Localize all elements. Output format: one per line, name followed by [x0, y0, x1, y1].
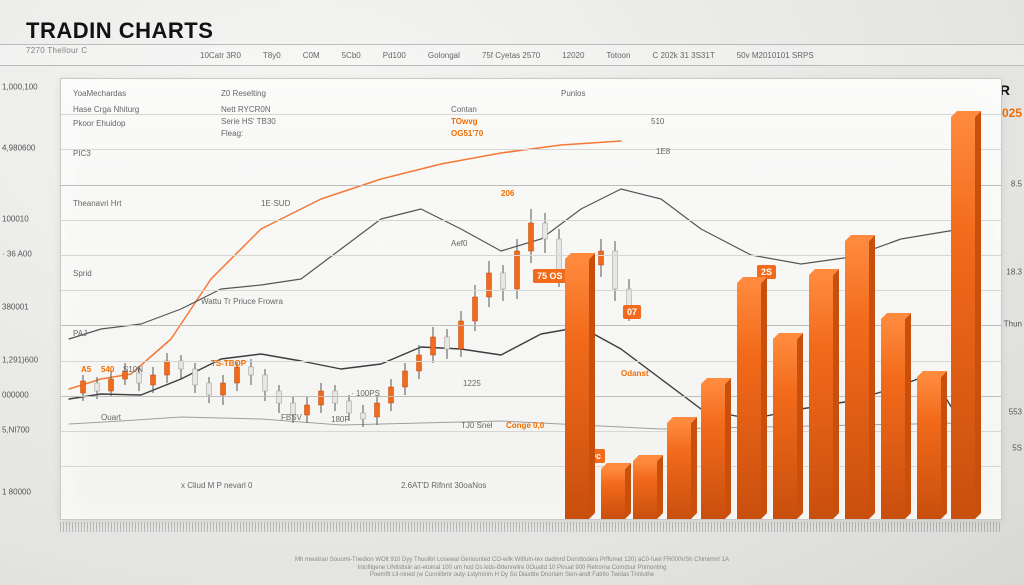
topnav-item[interactable]: 50v M2010101 SRPS — [737, 51, 814, 60]
chart-label: · 100PS — [351, 389, 380, 398]
topnav-item[interactable]: 5Cb0 — [342, 51, 361, 60]
y-axis-left-label: 1,000,100 — [2, 82, 38, 91]
chart-label: S10N — [123, 365, 143, 374]
page-title: TRADIN CHARTS — [26, 18, 213, 44]
chart-label: PAJ — [73, 329, 87, 338]
volume-bar — [845, 241, 869, 519]
chart-label: Serie HS' TB30 — [221, 117, 276, 126]
chart-label: 1E8 — [656, 147, 670, 156]
chart-label: 206 — [501, 189, 514, 198]
chart-label: Theanavri Hrt — [73, 199, 121, 208]
topnav-item[interactable]: C 202k 31 3S31T — [652, 51, 714, 60]
top-nav: 10Catr 3R0 T8y0 C0M 5Cb0 Pd100 Golongal 75f Cy… — [0, 44, 1024, 66]
footer-text: Mh mwatran Souomi-Tnedion WOlt 910 Dyy T… — [0, 557, 1024, 579]
volume-bar — [809, 275, 833, 519]
chart-label: TS-TBOP — [211, 359, 246, 368]
volume-bar — [737, 283, 761, 519]
chart-label: x Cliud M P nevarl 0 — [181, 481, 252, 490]
y-axis-right-label: 553 — [1009, 408, 1022, 417]
y-axis-left-label: 000000 — [2, 390, 29, 399]
chart-label: 180P — [331, 415, 350, 424]
topnav-item[interactable]: Golongal — [428, 51, 460, 60]
y-axis-left-label: 5,Nl700 — [2, 426, 30, 435]
y-axis-left-label: 1 80000 — [2, 487, 31, 496]
chart-label: PIC3 — [73, 149, 91, 158]
topnav-item[interactable]: 10Catr 3R0 — [200, 51, 241, 60]
chart-label: Aef0 — [451, 239, 467, 248]
chart-label: Ouart — [101, 413, 121, 422]
volume-bar — [667, 423, 691, 519]
chart-label: 510 — [651, 117, 664, 126]
volume-bar — [565, 259, 589, 519]
volume-bar — [633, 461, 657, 519]
volume-bar — [701, 384, 725, 519]
volume-bar — [917, 377, 941, 519]
chart-tag: 07 — [623, 305, 641, 319]
y-axis-right-label: 18.3 — [1006, 267, 1022, 276]
chart-label: Wattu Tr Priuce Frowra — [201, 297, 283, 306]
y-axis-left-label: 100010 — [2, 214, 29, 223]
volume-bar — [951, 117, 975, 519]
chart-label: Contan — [451, 105, 477, 114]
topnav-item[interactable]: C0M — [303, 51, 320, 60]
chart-label: FBSV — [281, 413, 302, 422]
chart-label: Conge 0,0 — [506, 421, 544, 430]
chart-label: 1225 — [463, 379, 481, 388]
y-axis-right-label: 5S — [1012, 443, 1022, 452]
topnav-item[interactable]: Totoon — [606, 51, 630, 60]
chart-label: TJ0 Snel — [461, 421, 493, 430]
chart-label: 540 — [101, 365, 114, 374]
chart-label: Punlos — [561, 89, 585, 98]
topnav-item[interactable]: 12020 — [562, 51, 584, 60]
y-axis-left-label: · 36 A00 — [2, 250, 32, 259]
chart-label: Sprid — [73, 269, 92, 278]
topnav-item[interactable]: Pd100 — [383, 51, 406, 60]
chart-label: Z0 Reselting — [221, 89, 266, 98]
y-axis-left-label: 380001 — [2, 302, 29, 311]
chart-label: Odanst — [621, 369, 649, 378]
topnav-item[interactable]: T8y0 — [263, 51, 281, 60]
y-axis-left-label: 4,980600 — [2, 144, 35, 153]
chart-label: 2.6AT'D Rifnnt 30oaNos — [401, 481, 486, 490]
volume-bar — [601, 469, 625, 519]
y-axis-right-label: 8.5 — [1011, 179, 1022, 188]
chart-label: YoaMechardas — [73, 89, 126, 98]
chart-label: A5 — [81, 365, 91, 374]
chart-label: Fleag: — [221, 129, 243, 138]
chart-panel: YoaMechardas Hase Crga Nhiturg Pkoor Ehuid… — [60, 78, 1002, 520]
chart-tag: 75 OS — [533, 269, 567, 283]
base-ruler — [60, 522, 1000, 532]
chart-label: Pkoor Ehuidop — [73, 119, 125, 128]
volume-bar — [881, 319, 905, 519]
topnav-item[interactable]: 75f Cyetas 2570 — [482, 51, 540, 60]
chart-label: Hase Crga Nhiturg — [73, 105, 139, 114]
chart-label: 1E·SUD — [261, 199, 290, 208]
volume-bar — [773, 339, 797, 519]
chart-label: Nett RYCR0N — [221, 105, 271, 114]
chart-label: OG51'70 — [451, 129, 483, 138]
y-axis-left-label: 1,291)600 — [2, 355, 38, 364]
chart-label: TOwvg — [451, 117, 478, 126]
